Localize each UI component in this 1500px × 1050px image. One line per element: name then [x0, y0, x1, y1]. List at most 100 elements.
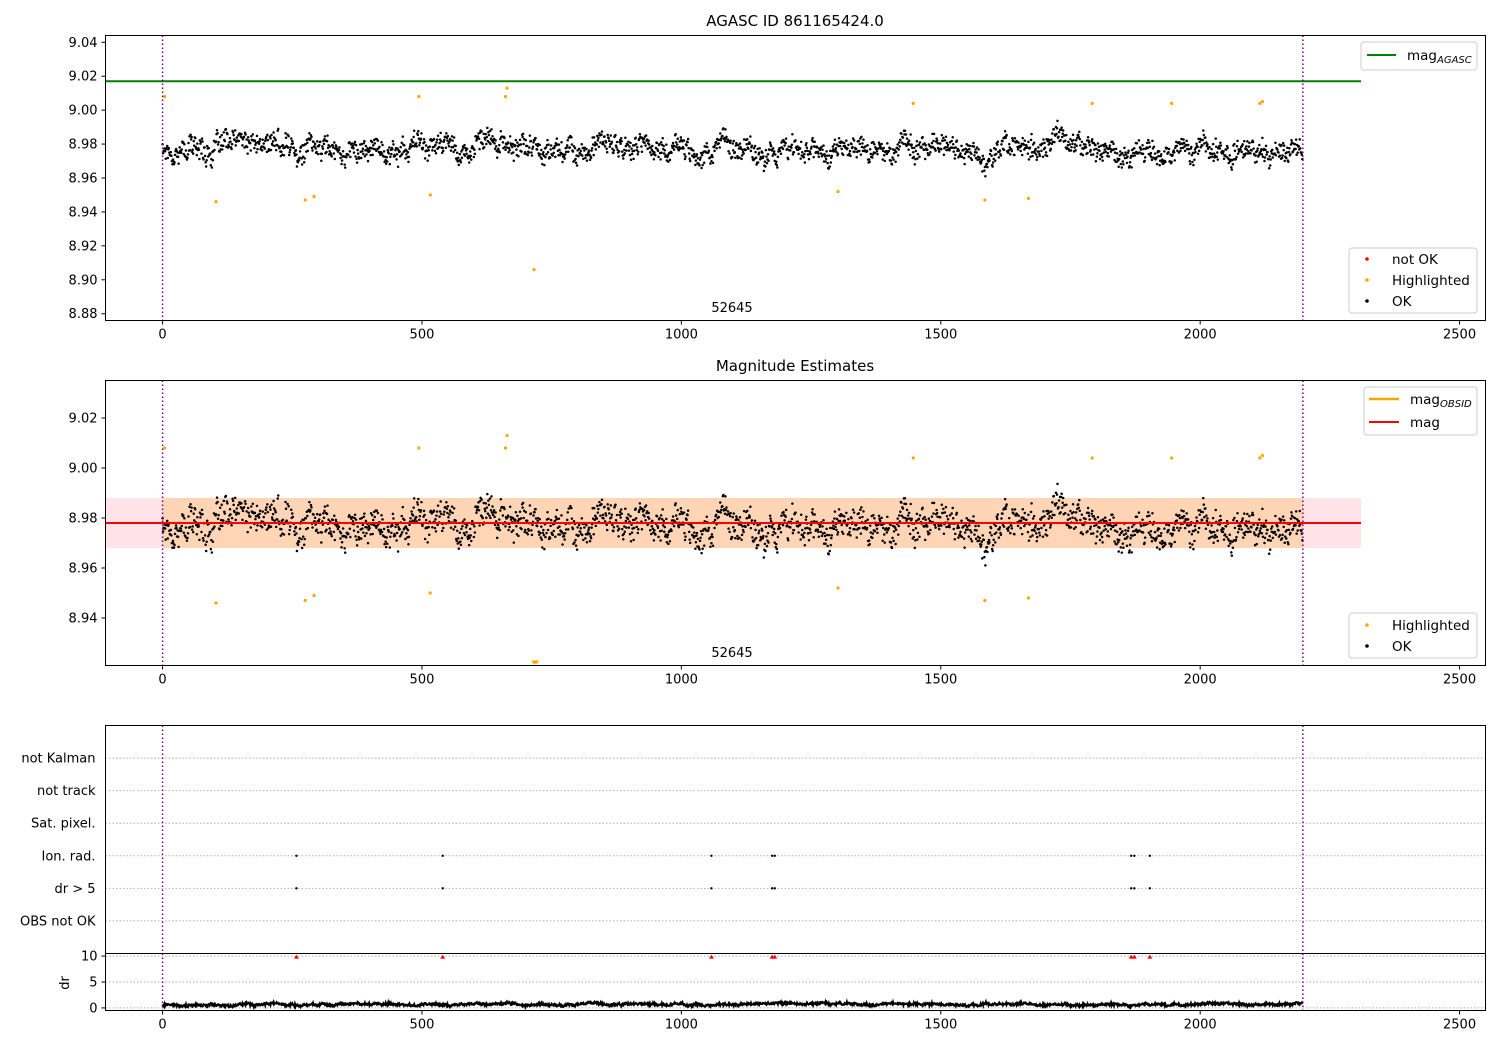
middle-ok-point — [1016, 524, 1020, 528]
middle-ok-point — [1244, 523, 1247, 526]
top-ok-point — [1139, 148, 1143, 151]
middle-ok-point — [577, 534, 580, 537]
top-ok-point — [898, 145, 902, 148]
middle-ok-point — [1138, 529, 1141, 532]
middle-ok-point — [565, 518, 569, 522]
top-ok-point — [942, 153, 946, 156]
top-ok-point — [1205, 141, 1208, 144]
top-ok-point — [1078, 130, 1081, 134]
top-ok-point — [805, 146, 809, 150]
middle-ok-point — [1298, 509, 1302, 513]
top-ok-point — [447, 145, 451, 148]
top-ok-point — [361, 150, 364, 153]
top-ok-point — [486, 126, 489, 130]
top-highlighted-point — [1090, 101, 1094, 105]
top-ok-point — [1073, 146, 1076, 149]
middle-ok-point — [974, 524, 977, 528]
top-ok-point — [547, 143, 550, 146]
top-ok-point — [1245, 145, 1248, 148]
top-ok-point — [1247, 145, 1251, 148]
middle-ok-point — [558, 533, 562, 536]
top-ok-point — [592, 153, 595, 157]
middle-ok-point — [1210, 530, 1214, 534]
top-ok-point — [558, 148, 561, 152]
middle-ok-point — [1121, 542, 1125, 545]
middle-ok-point — [485, 506, 489, 509]
middle-ok-point — [899, 510, 902, 514]
middle-ok-point — [940, 524, 943, 527]
middle-ok-point — [266, 510, 270, 514]
top-ok-point — [170, 154, 173, 158]
middle-ok-point — [786, 537, 789, 540]
top-ok-point — [195, 153, 199, 157]
middle-ok-point — [1243, 512, 1246, 515]
middle-ok-point — [610, 516, 613, 519]
middle-ok-point — [202, 539, 205, 542]
top-ok-point — [1075, 144, 1078, 147]
top-ok-point — [1227, 161, 1230, 165]
middle-ok-point — [364, 519, 368, 523]
middle-ok-point — [829, 526, 832, 530]
top-ok-point — [765, 161, 769, 165]
top-ok-point — [661, 137, 664, 140]
middle-ok-point — [833, 510, 837, 513]
middle-ok-point — [960, 519, 963, 522]
flags-point — [295, 854, 298, 857]
middle-ok-point — [327, 531, 331, 535]
top-ok-point — [1297, 144, 1300, 148]
top-ok-point — [445, 132, 448, 135]
top-ok-point — [1047, 139, 1051, 142]
top-ok-point — [742, 138, 746, 141]
middle-ok-point — [670, 529, 673, 533]
dr-gridlines — [105, 955, 1486, 1009]
top-ok-point — [623, 152, 627, 155]
top-ok-point — [185, 158, 189, 161]
top-ok-point — [191, 148, 194, 151]
middle-ok-point — [250, 505, 253, 508]
top-highlighted-point — [1026, 196, 1031, 200]
middle-ok-point — [1017, 514, 1020, 518]
middle-ok-point — [233, 510, 236, 514]
top-ok-point — [1142, 147, 1145, 151]
middle-ok-point — [740, 538, 743, 542]
middle-ok-point — [1250, 526, 1253, 529]
middle-ok-point — [164, 538, 167, 541]
top-ok-point — [573, 146, 577, 150]
middle-ok-point — [390, 531, 393, 535]
top-ok-point — [1059, 128, 1063, 132]
middle-ok-point — [936, 515, 939, 519]
top-ok-point — [896, 143, 899, 146]
middle-ok-point — [1246, 512, 1249, 516]
middle-ok-point — [1044, 528, 1048, 532]
top-ok-point — [920, 146, 923, 150]
middle-ok-point — [1162, 544, 1166, 548]
top-ok-point — [742, 152, 745, 155]
top-ok-point — [719, 132, 722, 135]
middle-ok-point — [610, 513, 614, 516]
middle-ok-point — [825, 527, 828, 531]
middle-ok-point — [356, 530, 360, 534]
top-ok-point — [457, 163, 461, 167]
middle-ok-point — [907, 511, 911, 515]
middle-highlighted-point — [1026, 596, 1031, 600]
middle-ok-point — [724, 508, 728, 512]
middle-ok-point — [1047, 517, 1050, 520]
middle-ok-point — [368, 526, 371, 530]
middle-ok-point — [853, 528, 856, 531]
top-ok-point — [173, 153, 177, 157]
middle-ok-point — [960, 535, 964, 539]
middle-ok-point — [1027, 539, 1031, 542]
middle-ok-point — [696, 537, 700, 541]
middle-ok-point — [329, 530, 332, 533]
middle-ok-point — [385, 536, 388, 539]
top-ok-point — [771, 154, 774, 157]
top-ok-point — [190, 135, 193, 139]
flags-point — [441, 854, 444, 857]
top-ok-point — [622, 157, 625, 160]
top-ok-point — [386, 148, 389, 152]
middle-ok-point — [258, 512, 261, 516]
middle-ok-point — [1042, 524, 1046, 527]
middle-ok-point — [767, 541, 770, 544]
middle-ok-point — [885, 531, 889, 534]
middle-ok-point — [1092, 532, 1095, 535]
